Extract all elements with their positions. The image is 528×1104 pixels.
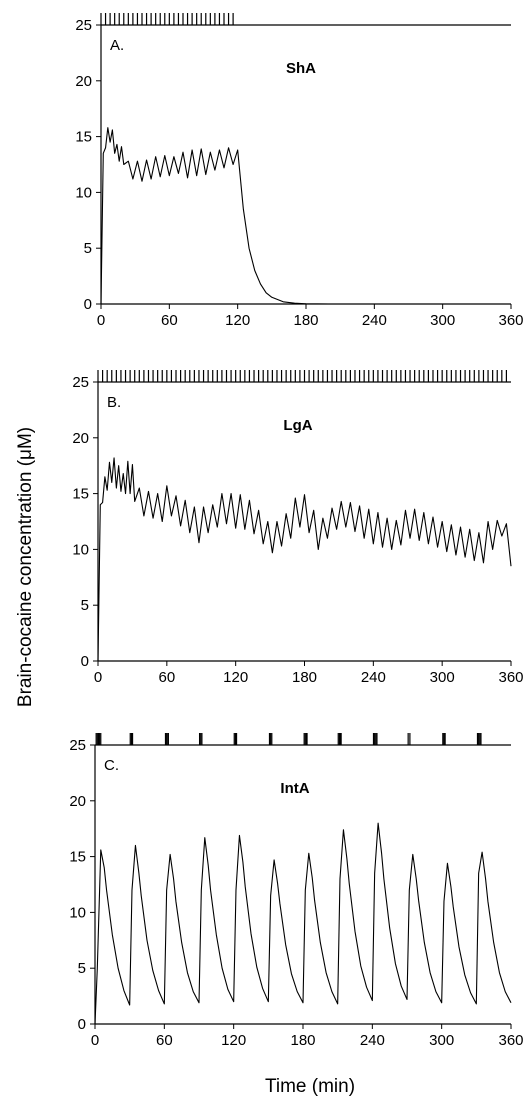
x-tick-label: 180 <box>290 1032 315 1049</box>
concentration-trace <box>97 457 512 662</box>
y-tick-label: 10 <box>75 184 92 201</box>
panel-letter: A. <box>110 37 124 54</box>
x-tick-label: 0 <box>97 312 105 329</box>
y-tick-label: 15 <box>75 129 92 146</box>
x-tick-label: 120 <box>221 1032 246 1049</box>
y-tick-label: 20 <box>69 793 86 810</box>
y-tick-label: 15 <box>72 486 89 503</box>
panel-b: 0 5 10 15 20 25 0 60 120 180 240 300 360 B. LgA <box>72 370 524 686</box>
y-tick-label: 15 <box>69 849 86 866</box>
panel-name: LgA <box>283 417 312 434</box>
y-tick-label: 5 <box>81 597 89 614</box>
y-tick-label: 5 <box>78 960 86 977</box>
x-tick-label: 60 <box>161 312 178 329</box>
y-tick-label: 25 <box>75 17 92 34</box>
x-tick-label: 300 <box>430 312 455 329</box>
x-tick-label: 180 <box>292 669 317 686</box>
x-tick-label: 300 <box>429 1032 454 1049</box>
panel-letter: B. <box>107 394 121 411</box>
concentration-trace <box>94 822 512 1025</box>
x-tick-label: 360 <box>498 669 523 686</box>
panel-c: 0 5 10 15 20 25 0 60 120 180 240 300 360 C. IntA <box>69 733 524 1049</box>
y-tick-label: 5 <box>84 240 92 257</box>
x-tick-label: 240 <box>361 669 386 686</box>
x-tick-label: 60 <box>158 669 175 686</box>
x-tick-label: 180 <box>293 312 318 329</box>
y-tick-label: 0 <box>78 1016 86 1033</box>
y-axis-title: Brain-cocaine concentration (μM) <box>15 427 36 707</box>
x-tick-label: 300 <box>430 669 455 686</box>
panels-group: 0 5 10 15 20 25 0 60 120 180 240 300 360 A. ShA 0 5 10 15 2… <box>69 13 524 1049</box>
x-tick-label: 60 <box>156 1032 173 1049</box>
y-tick-label: 10 <box>72 541 89 558</box>
x-tick-label: 240 <box>360 1032 385 1049</box>
x-axis-title: Time (min) <box>265 1076 355 1097</box>
x-tick-label: 360 <box>498 1032 523 1049</box>
y-tick-label: 0 <box>84 296 92 313</box>
y-tick-label: 0 <box>81 653 89 670</box>
panel-name: IntA <box>280 780 309 797</box>
x-tick-label: 120 <box>223 669 248 686</box>
concentration-trace <box>100 127 511 305</box>
x-tick-label: 0 <box>91 1032 99 1049</box>
y-tick-label: 20 <box>75 73 92 90</box>
y-tick-label: 10 <box>69 904 86 921</box>
x-tick-label: 240 <box>362 312 387 329</box>
x-tick-label: 0 <box>94 669 102 686</box>
y-tick-label: 25 <box>72 374 89 391</box>
panel-a: 0 5 10 15 20 25 0 60 120 180 240 300 360 A. ShA <box>75 13 524 329</box>
x-tick-label: 120 <box>225 312 250 329</box>
panel-name: ShA <box>286 60 316 77</box>
y-tick-label: 25 <box>69 737 86 754</box>
panel-letter: C. <box>104 757 119 774</box>
x-tick-label: 360 <box>498 312 523 329</box>
y-tick-label: 20 <box>72 430 89 447</box>
